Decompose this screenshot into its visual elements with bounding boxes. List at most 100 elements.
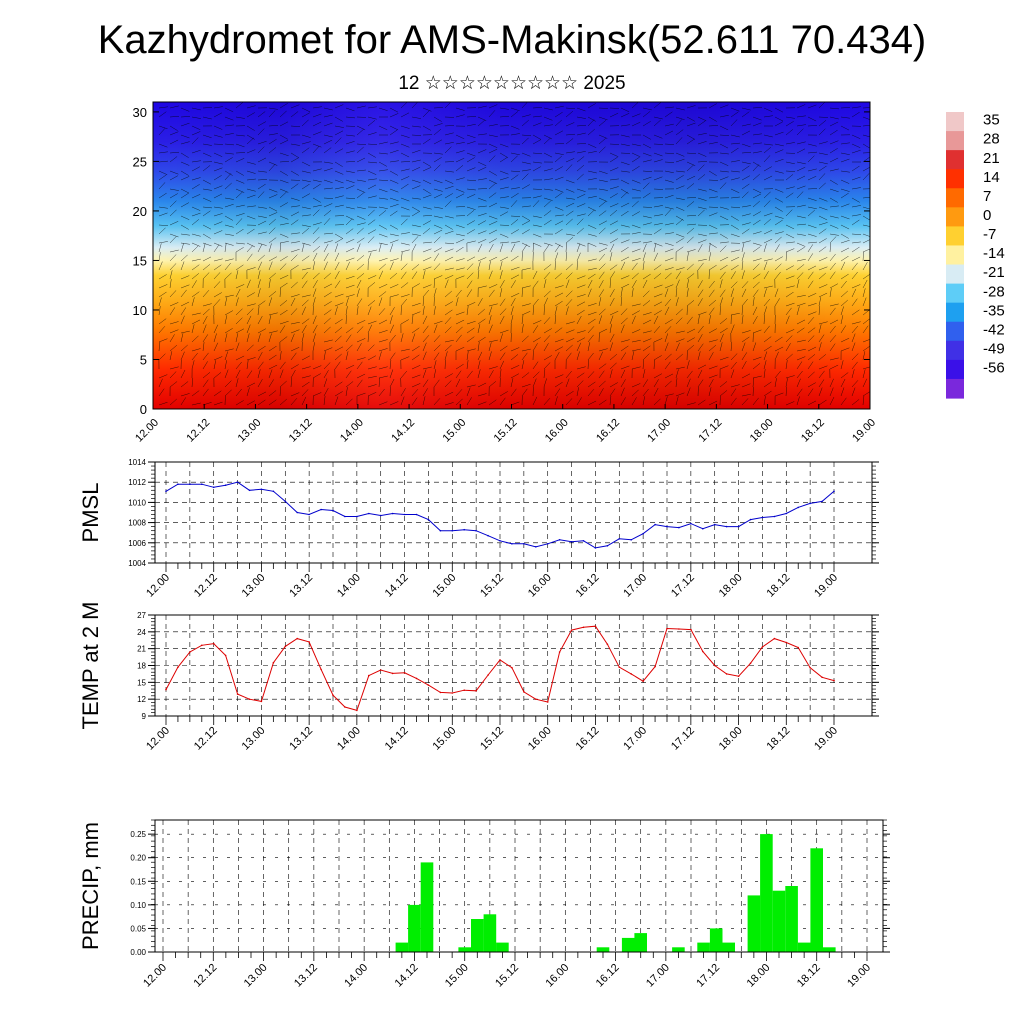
wind-barb [444, 380, 452, 388]
wind-barb [730, 206, 741, 209]
wind-barb [510, 292, 520, 298]
wind-barb [378, 179, 389, 181]
wind-barb [345, 297, 349, 307]
wind-barb [598, 363, 607, 370]
data-point [332, 694, 334, 696]
data-point [821, 500, 823, 503]
wind-barb [664, 206, 674, 210]
wind-barb [763, 306, 768, 316]
wind-barb [246, 279, 251, 289]
wind-barb [708, 300, 717, 307]
wind-barb [653, 373, 663, 379]
wind-barb [774, 244, 780, 253]
wind-barb [752, 258, 762, 262]
wind-barb [378, 224, 388, 230]
wind-barb [345, 161, 356, 163]
wind-barb [433, 335, 441, 343]
x-tick-label: 16.12 [594, 962, 622, 990]
wind-barb [389, 129, 398, 136]
wind-barb [213, 333, 217, 343]
wind-barb [488, 134, 498, 138]
wind-barb [829, 271, 836, 280]
wind-barb [246, 360, 249, 370]
wind-barb [587, 233, 597, 237]
wind-barb [422, 284, 432, 289]
wind-barb [191, 107, 201, 111]
wind-barb [246, 125, 255, 131]
wind-barb [653, 398, 661, 406]
wind-barb [697, 116, 707, 122]
wind-barb [356, 243, 361, 253]
wind-barb [741, 260, 744, 271]
wind-barb [444, 132, 454, 136]
x-tick-label: 14.00 [338, 417, 366, 445]
wind-barb [829, 387, 834, 397]
wind-barb [191, 312, 201, 316]
wind-barb [279, 242, 282, 253]
wind-barb [741, 183, 750, 190]
wind-barb [224, 389, 232, 397]
wind-barb [235, 143, 245, 148]
wind-barb [543, 116, 553, 121]
wind-barb [730, 177, 740, 181]
wind-barb [653, 355, 662, 361]
y-tick-label: 5 [140, 352, 147, 367]
wind-barb [774, 107, 784, 113]
wind-barb [290, 170, 299, 176]
wind-barb [455, 370, 462, 379]
wind-barb [730, 312, 740, 316]
wind-barb [499, 143, 509, 148]
data-point [785, 641, 788, 644]
wind-barb [554, 388, 561, 397]
wind-barb [741, 336, 750, 343]
wind-barb [477, 161, 487, 167]
x-tick-label: 12.12 [184, 417, 212, 445]
wind-barb [851, 111, 860, 118]
wind-barb [235, 342, 240, 352]
wind-barb [818, 292, 828, 298]
wind-barb [587, 224, 597, 229]
wind-barb [576, 188, 586, 192]
wind-barb [532, 270, 538, 280]
wind-barb [521, 114, 531, 118]
wind-barb [818, 116, 829, 118]
wind-barb [620, 170, 630, 173]
wind-barb [389, 203, 399, 208]
wind-barb [565, 272, 573, 280]
wind-barb [719, 279, 723, 289]
wind-barb [433, 398, 441, 406]
wind-barb [851, 187, 861, 190]
wind-barb [664, 111, 673, 118]
wind-barb [246, 215, 256, 220]
y-tick-label: 0.10 [130, 901, 146, 910]
wind-barb [620, 239, 630, 244]
wind-barb [620, 113, 630, 118]
wind-barb [664, 298, 671, 307]
wind-barb [235, 284, 245, 289]
wind-barb [598, 380, 606, 388]
wind-barb [675, 308, 683, 316]
wind-barb [543, 355, 552, 361]
wind-barb [785, 241, 795, 244]
wind-barb [521, 229, 530, 235]
wind-barb [741, 393, 751, 397]
wind-barb [543, 328, 552, 334]
wind-barb [191, 258, 201, 262]
wind-barb [279, 369, 284, 379]
wind-barb [158, 326, 166, 334]
wind-barb [697, 132, 707, 136]
wind-barb [345, 238, 355, 244]
wind-barb [576, 351, 580, 361]
wind-barb [444, 200, 452, 208]
wind-barb [477, 285, 487, 289]
wind-barb [774, 392, 784, 397]
wind-barb [389, 233, 399, 237]
wind-barb [191, 206, 201, 211]
wind-barb [587, 400, 597, 406]
wind-barb [664, 380, 672, 388]
wind-barb [279, 325, 286, 334]
data-point [308, 641, 310, 643]
wind-barb [609, 324, 612, 334]
wind-barb [477, 360, 481, 370]
wind-barb [587, 288, 592, 298]
